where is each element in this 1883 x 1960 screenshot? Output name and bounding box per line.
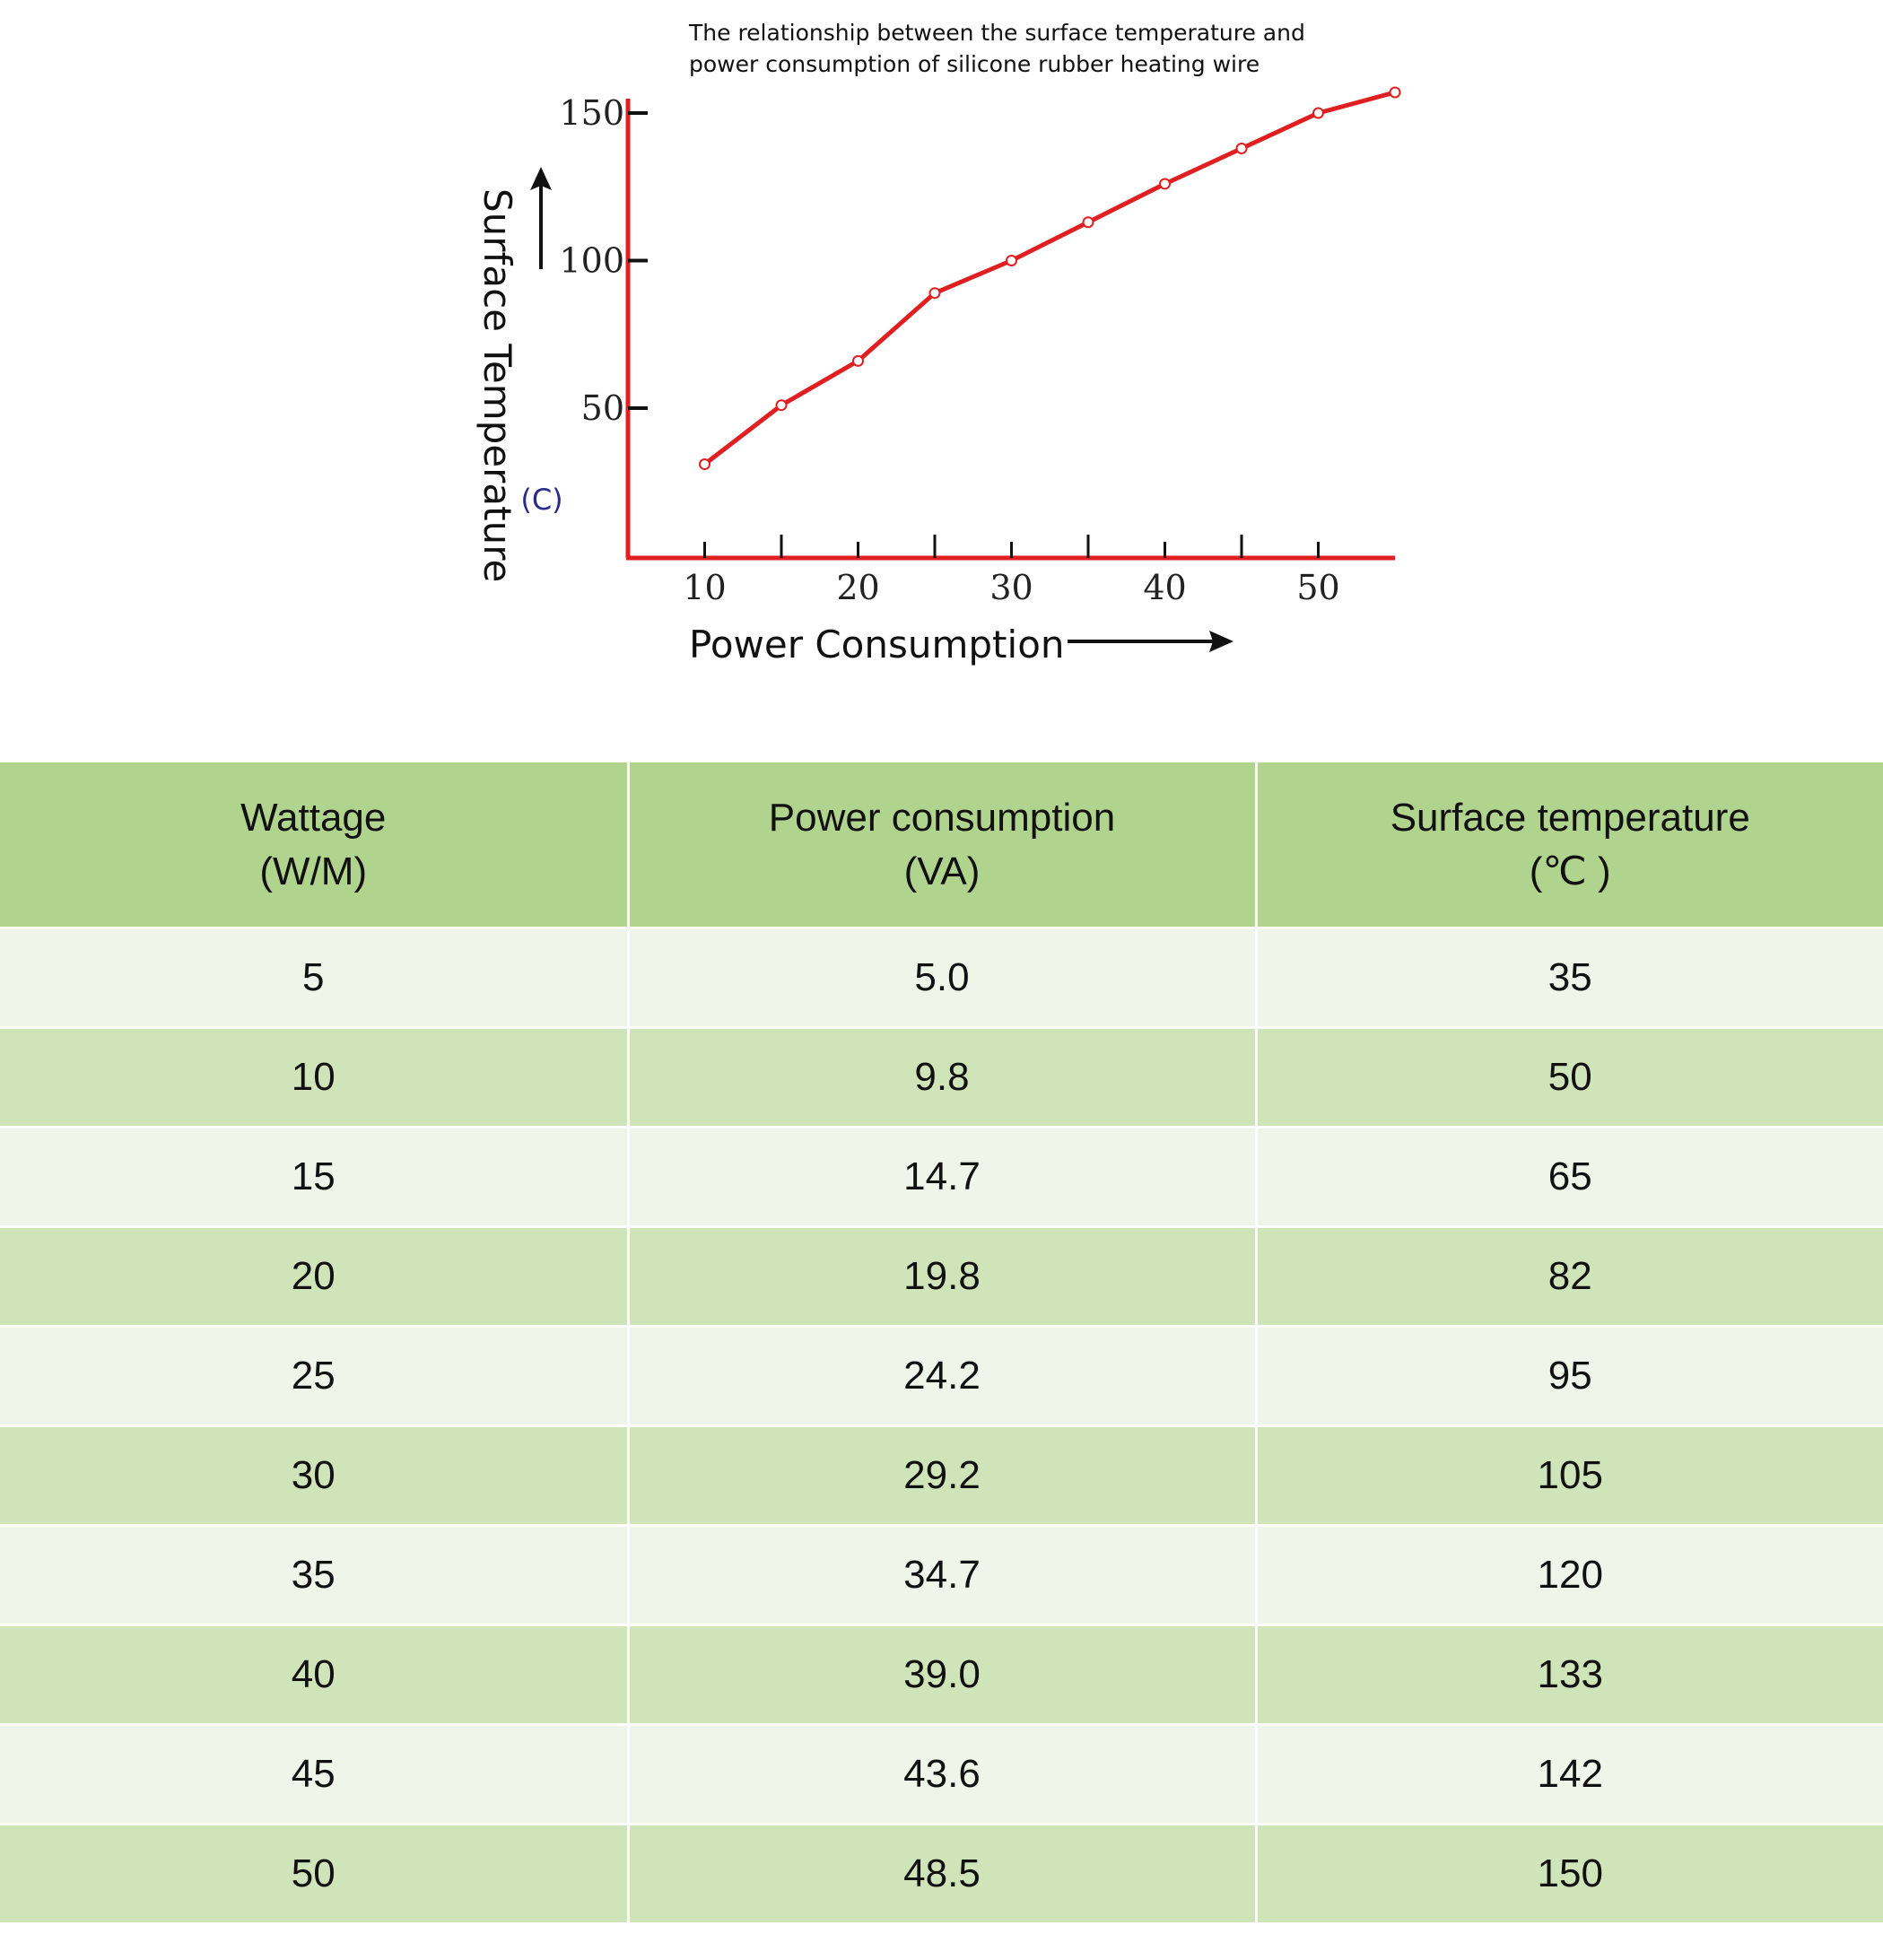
data-point (852, 354, 864, 367)
table-row: 25 24.2 95 (0, 1326, 1883, 1427)
cell-surface-temperature: 105 (1254, 1425, 1883, 1527)
y-tick-label: 100 (559, 241, 624, 281)
header-power-unit: (VA) (903, 849, 981, 893)
table-row: 50 48.5 150 (0, 1824, 1883, 1925)
cell-wattage: 40 (0, 1625, 628, 1726)
cell-wattage: 20 (0, 1226, 628, 1328)
table-body: 5 5.0 35 10 9.8 50 15 14.7 65 20 19.8 82 25 24.2 95 30 2… (0, 928, 1883, 1925)
cell-power-consumption: 14.7 (626, 1127, 1256, 1228)
cell-power-consumption: 29.2 (626, 1425, 1256, 1527)
cell-power-consumption: 43.6 (626, 1724, 1256, 1825)
cell-surface-temperature: 50 (1254, 1027, 1883, 1128)
cell-wattage: 45 (0, 1724, 628, 1825)
cell-surface-temperature: 120 (1254, 1525, 1883, 1626)
cell-wattage: 10 (0, 1027, 628, 1128)
header-power-title: Power consumption (768, 795, 1116, 840)
cell-power-consumption: 39.0 (626, 1625, 1256, 1726)
cell-power-consumption: 5.0 (626, 928, 1256, 1029)
table-row: 40 39.0 133 (0, 1625, 1883, 1726)
header-power-consumption: Power consumption (VA) (626, 762, 1256, 929)
header-surface-temperature: Surface temperature (℃ ) (1254, 762, 1883, 929)
data-point (1082, 216, 1094, 229)
header-wattage-unit: (W/M) (259, 849, 368, 893)
x-axis-label: Power Consumption (689, 623, 1065, 666)
y-axis-label: Surface Temperature (475, 188, 519, 582)
cell-power-consumption: 19.8 (626, 1226, 1256, 1328)
x-tick-label: 50 (1296, 568, 1339, 607)
header-temp-unit: (℃ ) (1529, 849, 1611, 893)
header-wattage-title: Wattage (240, 795, 387, 840)
cell-power-consumption: 34.7 (626, 1525, 1256, 1626)
data-point (1389, 86, 1401, 99)
table-row: 30 29.2 105 (0, 1425, 1883, 1527)
cell-power-consumption: 9.8 (626, 1027, 1256, 1128)
table-row: 10 9.8 50 (0, 1027, 1883, 1128)
data-table: Wattage (W/M) Power consumption (VA) Sur… (0, 762, 1883, 1925)
data-point (1006, 255, 1017, 266)
cell-wattage: 15 (0, 1127, 628, 1228)
table-row: 20 19.8 82 (0, 1226, 1883, 1328)
chart-subtitle: power consumption of silicone rubber hea… (689, 51, 1260, 77)
cell-surface-temperature: 133 (1254, 1625, 1883, 1726)
y-tick-label: 150 (559, 93, 624, 133)
header-temp-title: Surface temperature (1390, 795, 1750, 840)
cell-wattage: 25 (0, 1326, 628, 1427)
cell-wattage: 35 (0, 1525, 628, 1626)
x-tick-label: 10 (683, 568, 726, 607)
data-point (928, 287, 941, 300)
cell-surface-temperature: 35 (1254, 928, 1883, 1029)
x-tick-label: 20 (836, 568, 879, 607)
arrow-up-icon (530, 167, 552, 190)
cell-wattage: 5 (0, 928, 628, 1029)
header-wattage: Wattage (W/M) (0, 762, 628, 929)
y-tick-label: 50 (581, 388, 624, 428)
chart-title: The relationship between the surface tem… (689, 20, 1305, 46)
y-unit-label: (C) (520, 483, 562, 517)
cell-surface-temperature: 150 (1254, 1824, 1883, 1925)
cell-power-consumption: 24.2 (626, 1326, 1256, 1427)
table-header-row: Wattage (W/M) Power consumption (VA) Sur… (0, 762, 1883, 929)
series-line (702, 90, 1396, 466)
table-row: 45 43.6 142 (0, 1724, 1883, 1825)
table-row: 35 34.7 120 (0, 1525, 1883, 1626)
cell-surface-temperature: 142 (1254, 1724, 1883, 1825)
cell-surface-temperature: 82 (1254, 1226, 1883, 1328)
chart-area: The relationship between the surface tem… (0, 0, 1883, 762)
cell-wattage: 30 (0, 1425, 628, 1527)
x-tick-label: 40 (1143, 568, 1186, 607)
data-point (1159, 178, 1171, 190)
cell-wattage: 50 (0, 1824, 628, 1925)
x-tick-label: 30 (989, 568, 1033, 607)
table-row: 15 14.7 65 (0, 1127, 1883, 1228)
arrow-right-icon (1209, 631, 1234, 652)
cell-power-consumption: 48.5 (626, 1824, 1256, 1925)
table-row: 5 5.0 35 (0, 928, 1883, 1029)
data-point (775, 399, 788, 412)
data-point (1312, 107, 1324, 119)
cell-surface-temperature: 95 (1254, 1326, 1883, 1427)
cell-surface-temperature: 65 (1254, 1127, 1883, 1228)
data-point (1235, 142, 1248, 154)
data-point (699, 458, 710, 471)
line-chart: 50 100 150 10 20 30 40 50 Power Consumption Surfa… (475, 86, 1401, 666)
